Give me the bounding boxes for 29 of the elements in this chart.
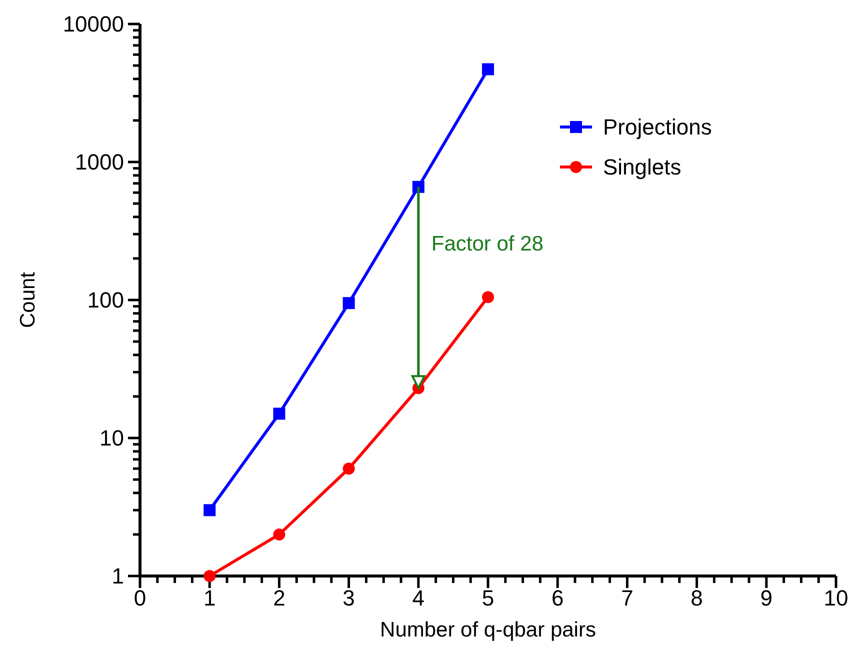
point xyxy=(342,462,355,475)
y-tick-label: 100 xyxy=(87,288,124,313)
x-tick-label: 1 xyxy=(203,586,216,611)
x-tick-label: 8 xyxy=(690,586,703,611)
point xyxy=(204,570,216,582)
annotation: Factor of 28 xyxy=(431,232,544,256)
point xyxy=(273,408,286,420)
legend-label: Projections xyxy=(603,114,712,140)
legend-label: Singlets xyxy=(603,154,682,180)
point xyxy=(482,63,494,76)
y-tick-label: 10 xyxy=(100,426,124,451)
x-tick-label: 9 xyxy=(760,586,773,611)
point xyxy=(273,528,286,540)
x-tick-label: 10 xyxy=(824,586,848,611)
y-tick-label: 10000 xyxy=(62,12,124,37)
x-tick-label: 2 xyxy=(273,586,286,611)
point xyxy=(342,297,355,310)
x-tick-label: 4 xyxy=(412,586,425,611)
y-tick-label: 1000 xyxy=(75,150,124,175)
point xyxy=(482,291,494,304)
y-axis-title: Count xyxy=(16,272,40,328)
x-tick-label: 6 xyxy=(551,586,564,611)
y-tick-label: 1 xyxy=(112,564,124,589)
x-tick-label: 0 xyxy=(134,586,146,611)
x-tick-label: 3 xyxy=(342,586,355,611)
point xyxy=(204,504,216,516)
x-tick-label: 5 xyxy=(482,586,494,611)
x-tick-label: 7 xyxy=(621,586,634,611)
x-axis-title: Number of q-qbar pairs xyxy=(380,618,596,642)
